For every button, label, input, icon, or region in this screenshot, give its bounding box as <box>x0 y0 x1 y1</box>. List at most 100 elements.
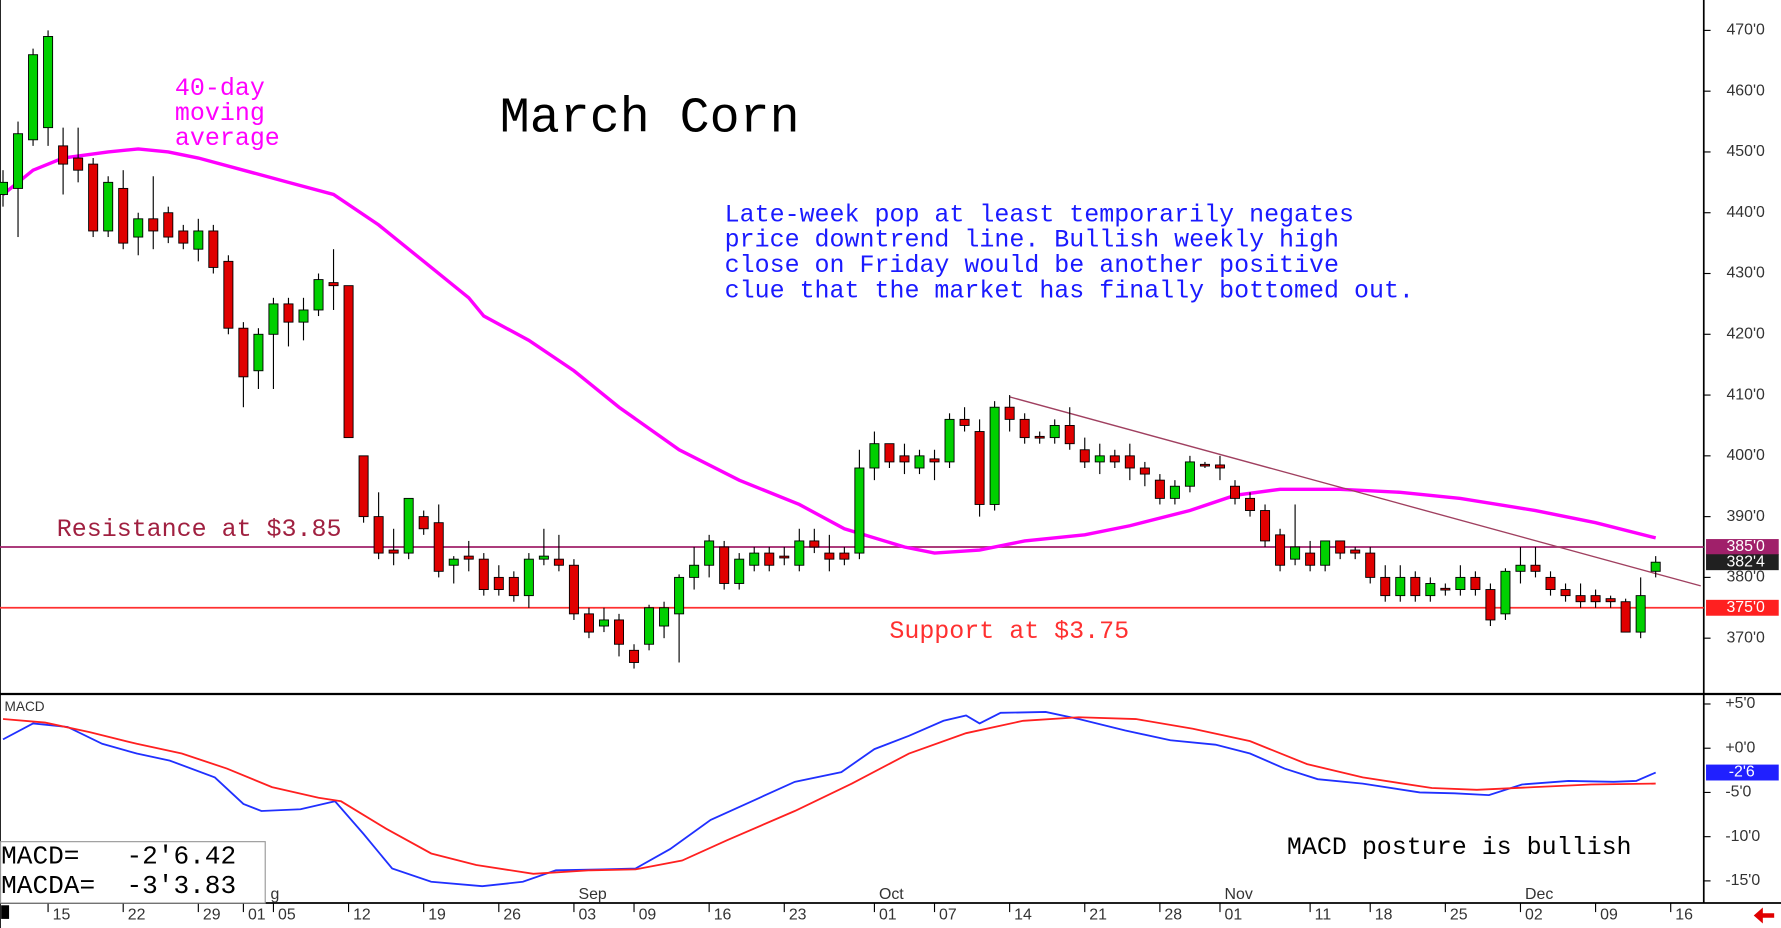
candle-body <box>1620 601 1631 633</box>
candle-body <box>1500 570 1511 615</box>
candle-body <box>478 558 489 591</box>
y-tick-label: -15'0 <box>1725 872 1760 889</box>
candle-body <box>689 564 700 578</box>
macd-line <box>2 716 1656 875</box>
candle-body <box>598 619 609 627</box>
candle-body <box>1004 406 1015 420</box>
y-tick-label: 440'0 <box>1726 204 1765 221</box>
x-tick-label: 29 <box>203 907 221 924</box>
x-tick-label: 19 <box>428 907 446 924</box>
annotation: price downtrend line. Bullish weekly hig… <box>725 226 1339 255</box>
candle-body <box>1214 464 1225 469</box>
y-tick-label: +5'0 <box>1725 695 1755 712</box>
candle-body <box>839 552 850 560</box>
y-tick-label: 420'0 <box>1726 325 1765 342</box>
month-label: Nov <box>1225 886 1253 903</box>
candle-body <box>178 230 189 244</box>
x-tick-label: 28 <box>1164 907 1182 924</box>
candle-body <box>1575 595 1586 603</box>
y-tick-label: 430'0 <box>1726 265 1765 282</box>
candle-body <box>644 607 655 645</box>
candle-body <box>403 497 414 554</box>
candle-body <box>328 282 339 287</box>
candle-body <box>313 279 324 311</box>
candle-body <box>1019 418 1030 439</box>
x-tick-label: 02 <box>1525 907 1543 924</box>
candle-body <box>1605 598 1616 603</box>
x-tick-label: 01 <box>879 907 897 924</box>
candle-body <box>133 218 144 238</box>
x-tick-label: 16 <box>714 907 732 924</box>
candle-body <box>869 443 880 469</box>
x-tick-label: 26 <box>503 907 521 924</box>
x-tick-label: 07 <box>939 907 957 924</box>
price-marker-label: 385'0 <box>1726 538 1765 555</box>
candle-body <box>884 443 895 463</box>
candle-body <box>944 418 955 463</box>
month-label: g <box>270 886 279 903</box>
x-tick-label: 01 <box>1225 907 1243 924</box>
y-tick-label: 390'0 <box>1726 508 1765 525</box>
candle-body <box>629 649 640 663</box>
y-tick-label: -10'0 <box>1725 828 1760 845</box>
annotation: clue that the market has finally bottome… <box>725 276 1414 305</box>
x-tick-label: 05 <box>278 907 296 924</box>
readout-box <box>0 841 266 904</box>
candle-body <box>824 552 835 560</box>
price-marker <box>1706 539 1779 555</box>
x-tick-label: 25 <box>1450 907 1468 924</box>
scroll-arrow[interactable] <box>1753 907 1775 924</box>
candle-body <box>298 309 309 323</box>
candle-body <box>373 516 384 554</box>
candle-body <box>1184 461 1195 487</box>
candle-body <box>103 181 114 232</box>
candle-body <box>899 455 910 463</box>
candle-body <box>553 558 564 566</box>
macd-marker-label: -2'6 <box>1729 764 1755 781</box>
candle-body <box>1455 576 1466 591</box>
month-label: Dec <box>1525 886 1553 903</box>
y-tick-label: 410'0 <box>1726 386 1765 403</box>
candle-body <box>283 303 294 323</box>
candle-body <box>58 145 69 165</box>
panel-title: MACD <box>5 699 45 714</box>
candle-body <box>989 406 1000 505</box>
candle-body <box>1650 561 1661 572</box>
y-tick-label: -5'0 <box>1725 784 1751 801</box>
candle-body <box>163 212 174 238</box>
x-tick-label: 14 <box>1014 907 1032 924</box>
candle-body <box>1079 449 1090 463</box>
ma-label: average <box>175 124 280 153</box>
candle-body <box>614 619 625 645</box>
candle-body <box>568 564 579 615</box>
candle-body <box>538 555 549 560</box>
candle-body <box>493 576 504 591</box>
x-tick-label: 21 <box>1089 907 1107 924</box>
readout: MACDA= -3'3.83 <box>1 871 236 901</box>
x-tick-label: 09 <box>1600 907 1618 924</box>
annotation: close on Friday would be another positiv… <box>725 251 1339 280</box>
candle-body <box>959 418 970 426</box>
y-tick-label: 400'0 <box>1726 447 1765 464</box>
candle-body <box>1485 589 1496 621</box>
candle-body <box>43 36 54 129</box>
y-tick-label: 450'0 <box>1726 143 1765 160</box>
candle-body <box>1230 485 1241 499</box>
price-marker <box>1706 599 1779 616</box>
candle-body <box>734 558 745 584</box>
candle-body <box>1335 540 1346 554</box>
candle-body <box>1515 564 1526 572</box>
candle-body <box>238 327 249 378</box>
level-label: Support at $3.75 <box>889 617 1129 646</box>
chart-title: March Corn <box>500 90 800 147</box>
y-tick-label: 470'0 <box>1726 22 1765 39</box>
level-label: Resistance at $3.85 <box>57 515 342 544</box>
candle-body <box>1139 467 1150 475</box>
y-tick-label: 380'0 <box>1726 569 1765 586</box>
candle-body <box>223 260 234 329</box>
month-label: Sep <box>578 886 606 903</box>
candle-body <box>1320 540 1331 566</box>
candle-body <box>974 431 985 505</box>
candle-body <box>854 467 865 554</box>
